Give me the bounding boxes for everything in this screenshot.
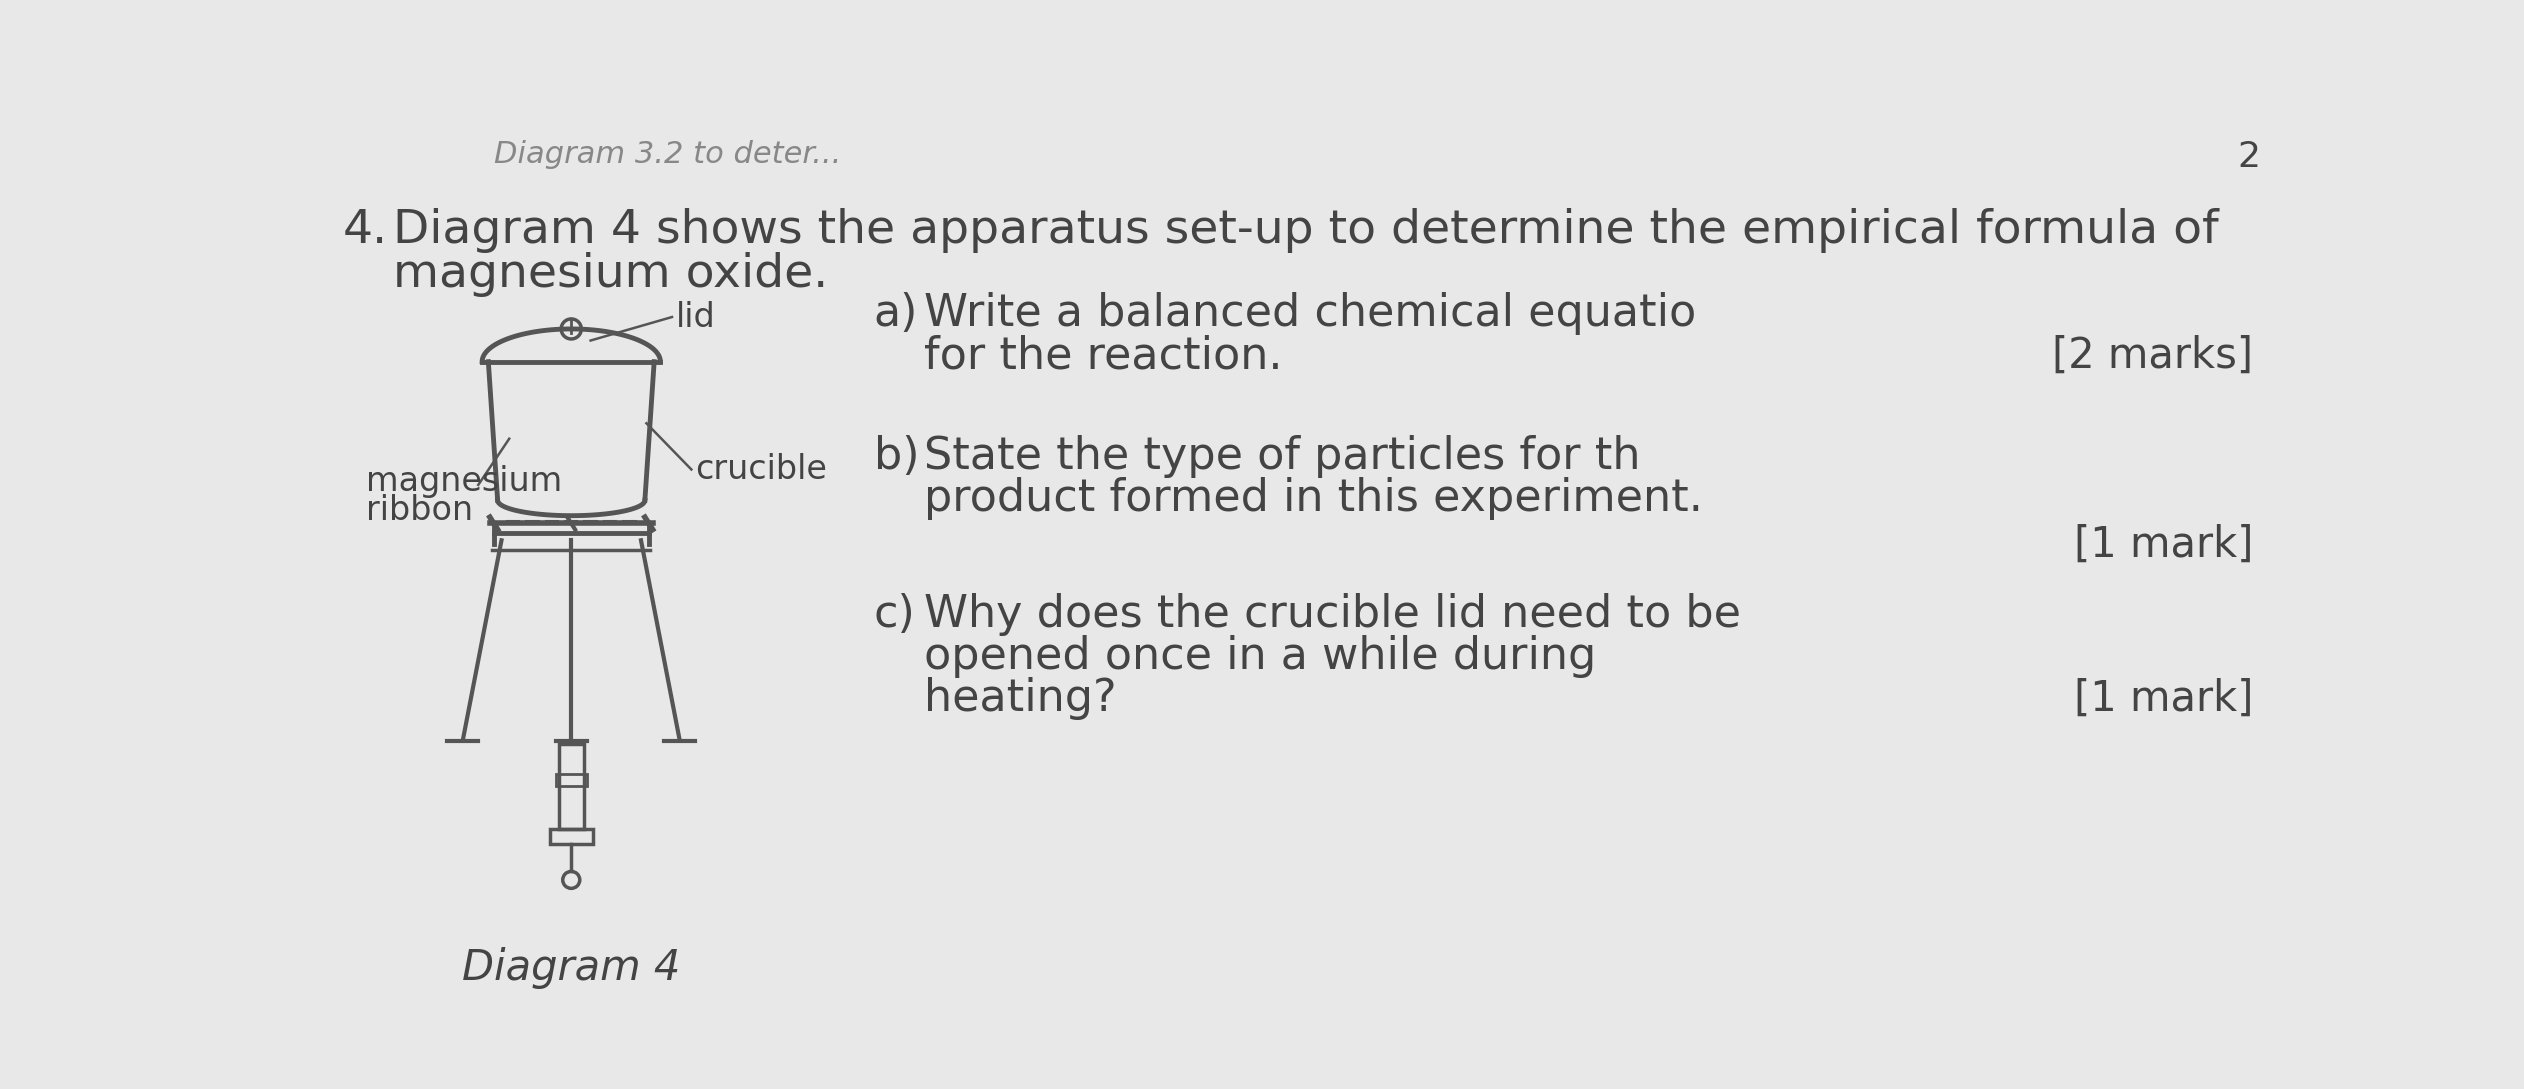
- Text: 2: 2: [2239, 139, 2262, 174]
- Text: Diagram 4: Diagram 4: [462, 946, 681, 989]
- Text: lid: lid: [676, 301, 717, 333]
- Text: magnesium oxide.: magnesium oxide.: [394, 253, 828, 297]
- Text: 4.: 4.: [343, 208, 389, 253]
- Text: ribbon: ribbon: [366, 493, 472, 527]
- Text: Diagram 3.2 to deter...: Diagram 3.2 to deter...: [495, 139, 840, 169]
- Text: b): b): [873, 435, 919, 478]
- Bar: [558, 745, 583, 829]
- Text: Diagram 4 shows the apparatus set-up to determine the empirical formula of: Diagram 4 shows the apparatus set-up to …: [394, 208, 2219, 253]
- Bar: [550, 829, 593, 844]
- Text: [2 marks]: [2 marks]: [2052, 334, 2254, 377]
- Text: product formed in this experiment.: product formed in this experiment.: [924, 477, 1704, 521]
- Text: State the type of particles for th: State the type of particles for th: [924, 435, 1641, 478]
- Text: a): a): [873, 292, 919, 335]
- Text: c): c): [873, 592, 916, 636]
- Text: magnesium: magnesium: [366, 465, 563, 498]
- Text: crucible: crucible: [694, 453, 828, 486]
- Text: Why does the crucible lid need to be: Why does the crucible lid need to be: [924, 592, 1742, 636]
- Bar: [555, 774, 586, 786]
- Text: [1 mark]: [1 mark]: [2075, 677, 2254, 720]
- Text: Write a balanced chemical equatio: Write a balanced chemical equatio: [924, 292, 1696, 335]
- Text: heating?: heating?: [924, 677, 1116, 721]
- Text: [1 mark]: [1 mark]: [2075, 524, 2254, 565]
- Text: for the reaction.: for the reaction.: [924, 334, 1282, 378]
- Text: opened once in a while during: opened once in a while during: [924, 635, 1595, 678]
